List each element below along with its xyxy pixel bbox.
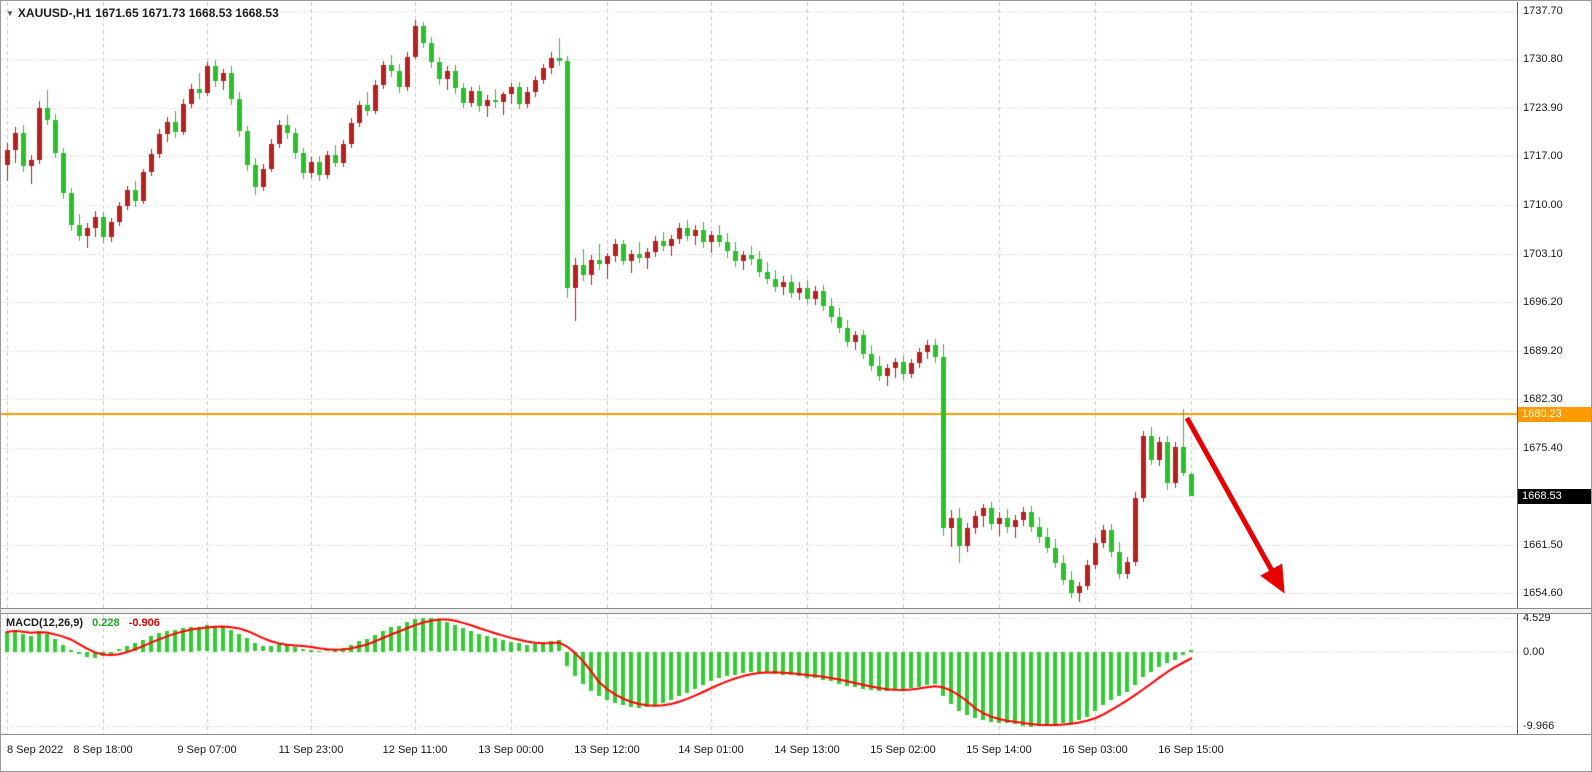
price-axis-label: 1717.00	[1523, 150, 1563, 163]
pane-splitter[interactable]	[1, 608, 1591, 614]
price-axis-label: 1689.20	[1523, 344, 1563, 357]
time-axis-label: 8 Sep 2022	[7, 744, 64, 756]
time-axis-label: 14 Sep 01:00	[678, 744, 744, 756]
time-axis-label: 9 Sep 07:00	[177, 744, 237, 756]
time-axis-label: 13 Sep 00:00	[478, 744, 544, 756]
time-axis-label: 15 Sep 14:00	[966, 744, 1032, 756]
price-axis-label: 1675.40	[1523, 441, 1563, 454]
time-axis-label: 13 Sep 12:00	[574, 744, 640, 756]
macd-axis-label: -9.966	[1523, 720, 1555, 733]
macd-signal-value: -0.906	[128, 617, 160, 629]
macd-indicator-canvas[interactable]	[1, 614, 1517, 734]
hline-price-tag: 1680.23	[1518, 406, 1591, 422]
price-axis-label: 1723.90	[1523, 101, 1563, 114]
price-axis-label: 1710.00	[1523, 199, 1563, 212]
ohlc-values-text: 1671.65 1671.73 1668.53 1668.53	[95, 6, 279, 20]
time-axis-label: 12 Sep 11:00	[382, 744, 448, 756]
price-axis-label: 1696.20	[1523, 295, 1563, 308]
time-axis-label: 14 Sep 13:00	[774, 744, 840, 756]
macd-indicator-label: MACD(12,26,9) 0.228 -0.906	[6, 617, 160, 629]
time-axis[interactable]: 8 Sep 2022 8 Sep 18:00 9 Sep 07:00 11 Sep 2…	[1, 734, 1591, 771]
main-price-chart-canvas[interactable]	[1, 2, 1517, 608]
time-axis-label: 16 Sep 15:00	[1158, 744, 1224, 756]
price-axis-label: 1682.30	[1523, 393, 1563, 406]
symbol-ohlc-label: ▼ XAUUSD-,H1 1671.65 1671.73 1668.53 166…	[6, 6, 279, 20]
symbol-timeframe-text: XAUUSD-,H1	[17, 6, 92, 20]
price-axis[interactable]: 1737.70 1730.80 1723.90 1717.00 1710.00 1703.…	[1517, 2, 1591, 608]
price-axis-label: 1737.70	[1523, 5, 1563, 18]
price-axis-label: 1730.80	[1523, 53, 1563, 66]
current-price-tag: 1668.53	[1518, 488, 1591, 504]
price-axis-label: 1703.10	[1523, 247, 1563, 260]
macd-axis-label: 4.529	[1523, 611, 1551, 624]
macd-title-text: MACD(12,26,9)	[6, 617, 84, 629]
time-axis-label: 8 Sep 18:00	[73, 744, 133, 756]
time-axis-label: 11 Sep 23:00	[278, 744, 344, 756]
macd-main-value: 0.228	[92, 617, 120, 629]
chart-dropdown-icon[interactable]: ▼	[6, 8, 14, 18]
time-axis-label: 15 Sep 02:00	[870, 744, 936, 756]
macd-value-axis[interactable]: 4.529 0.00 -9.966	[1517, 611, 1591, 734]
time-axis-label: 16 Sep 03:00	[1062, 744, 1128, 756]
price-axis-label: 1654.60	[1523, 587, 1563, 600]
macd-axis-label: 0.00	[1523, 645, 1545, 658]
price-axis-label: 1661.50	[1523, 538, 1563, 551]
